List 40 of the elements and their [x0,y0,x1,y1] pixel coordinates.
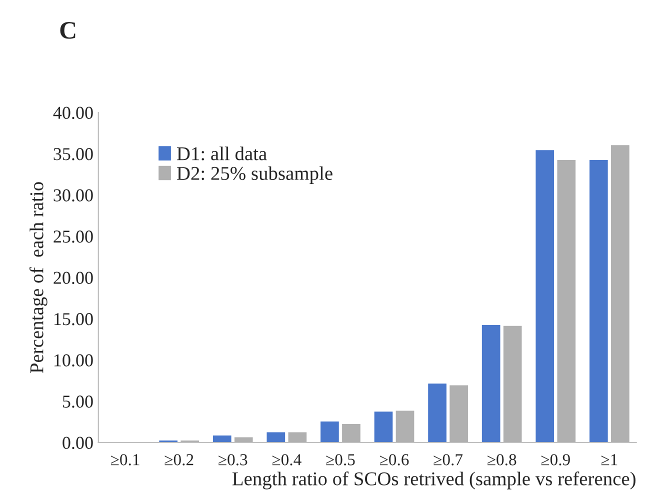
bar [611,145,630,442]
x-tick-label: ≥0.9 [541,454,570,466]
bar [503,326,522,442]
chart-title: C [60,22,76,39]
bar [266,432,286,442]
x-tick-label: ≥0.3 [218,454,248,466]
x-tick-label: ≥0.8 [488,454,516,466]
bar [589,160,608,442]
x-tick-label: ≥0.6 [380,454,409,466]
y-tick-label: 5.00 [62,396,93,408]
x-tick-label: ≥1 [601,454,618,466]
bar [450,385,468,442]
y-tick-label: 30.00 [54,189,93,202]
bar [234,437,253,442]
y-tick-label: 15.00 [54,313,93,326]
x-axis-title: Length ratio of SCOs retrived (sample vs reference) [232,472,636,490]
y-tick-label: 25.00 [54,230,93,243]
x-tick-label: ≥0.7 [434,454,463,466]
y-tick-label: 35.00 [54,148,93,160]
legend-label: D2: 25% subsample [176,166,332,184]
y-tick-label: 0.00 [62,436,93,450]
x-tick-label: ≥0.2 [164,454,194,466]
bar [396,410,414,442]
y-tick-label: 10.00 [54,354,93,367]
y-tick-label: 40.00 [53,106,93,120]
bar [374,412,393,442]
bar [557,160,576,442]
bar [288,432,307,442]
y-tick-label: 20.00 [54,272,93,284]
legend-label: D1: all data [176,146,267,160]
bar [342,424,360,442]
bar [212,436,232,442]
bar [428,384,446,442]
x-tick-label: ≥0.5 [326,454,355,466]
bar [482,325,500,442]
x-tick-label: ≥0.4 [272,454,302,466]
bar [320,422,339,442]
x-tick-label: ≥0.1 [110,454,140,466]
bar [536,150,554,442]
y-axis-title: Percentage of each ratio [29,182,48,374]
